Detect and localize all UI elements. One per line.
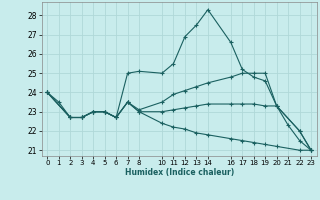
X-axis label: Humidex (Indice chaleur): Humidex (Indice chaleur)	[124, 168, 234, 177]
